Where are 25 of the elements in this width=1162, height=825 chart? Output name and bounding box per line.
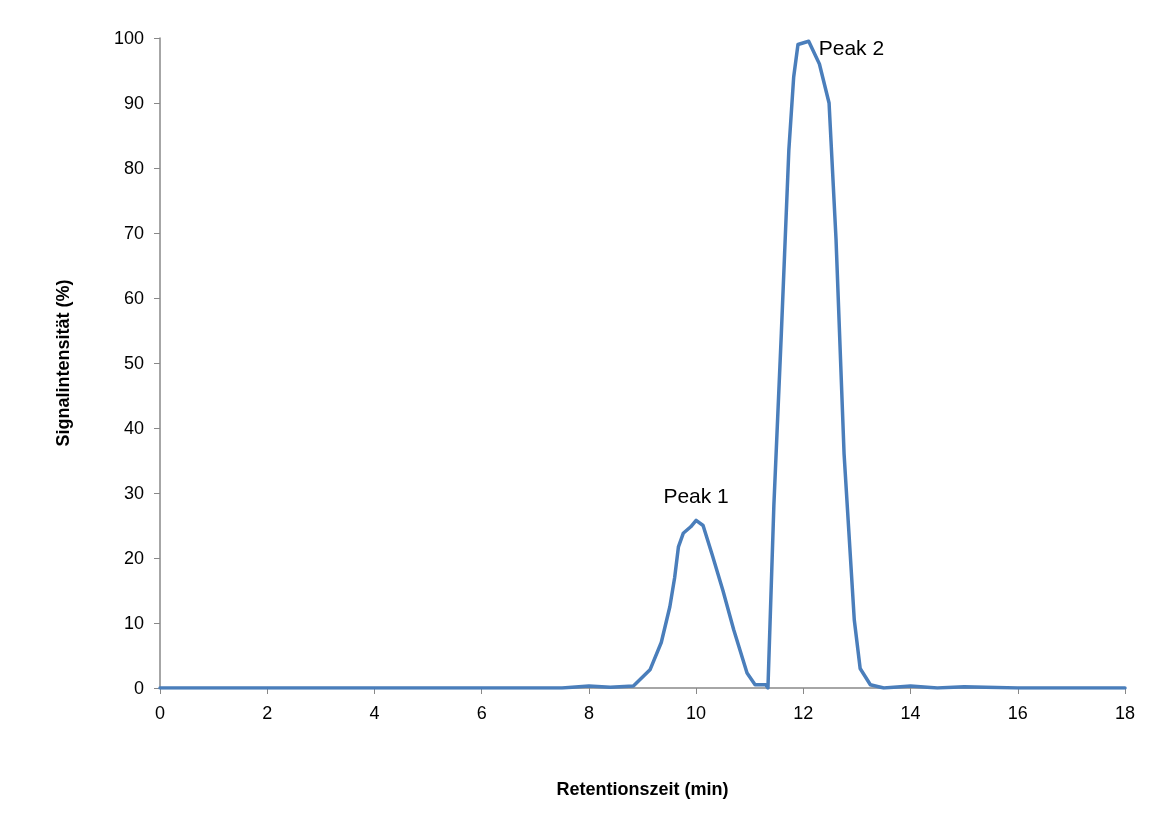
y-tick-label: 50 — [123, 353, 144, 373]
y-tick-label: 90 — [123, 93, 144, 113]
annotation: Peak 1 — [663, 484, 729, 508]
x-tick-label: 0 — [154, 703, 166, 723]
annotation: Peak 2 — [818, 35, 885, 59]
x-tick-label: 16 — [1007, 703, 1028, 723]
x-tick-label: 8 — [583, 703, 594, 723]
y-tick-label: 0 — [133, 678, 144, 698]
x-tick-label: 6 — [476, 703, 487, 723]
x-axis-title: Retentionszeit (min) — [556, 779, 729, 799]
y-tick-label: 10 — [123, 613, 144, 633]
y-tick-label: 40 — [123, 418, 144, 438]
y-tick-label: 30 — [123, 483, 144, 503]
y-tick-label: 20 — [123, 548, 144, 568]
y-tick-label: 60 — [123, 288, 144, 308]
y-tick-label: 100 — [113, 28, 144, 48]
y-tick-label: 80 — [123, 158, 144, 178]
x-tick-label: 2 — [262, 703, 273, 723]
x-tick-label: 18 — [1114, 703, 1136, 723]
y-axis-title: Signalintensität (%) — [53, 279, 73, 447]
x-tick-label: 14 — [900, 703, 921, 723]
x-tick-label: 10 — [686, 703, 707, 723]
y-tick-label: 70 — [123, 223, 144, 243]
x-tick-label: 4 — [369, 703, 380, 723]
x-tick-label: 12 — [793, 703, 814, 723]
